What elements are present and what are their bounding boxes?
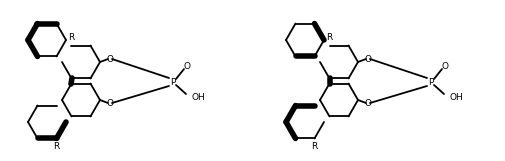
Text: OH: OH: [192, 93, 206, 101]
Text: R: R: [326, 33, 333, 42]
Text: O: O: [441, 62, 448, 71]
Text: O: O: [365, 55, 372, 63]
Text: O: O: [107, 99, 114, 108]
Text: R: R: [68, 33, 75, 42]
Text: O: O: [183, 62, 190, 71]
Text: P: P: [170, 77, 176, 86]
Text: R: R: [312, 142, 318, 152]
Text: O: O: [107, 55, 114, 63]
Text: O: O: [365, 99, 372, 108]
Text: OH: OH: [450, 93, 464, 101]
Text: R: R: [54, 142, 60, 152]
Text: P: P: [428, 77, 434, 86]
